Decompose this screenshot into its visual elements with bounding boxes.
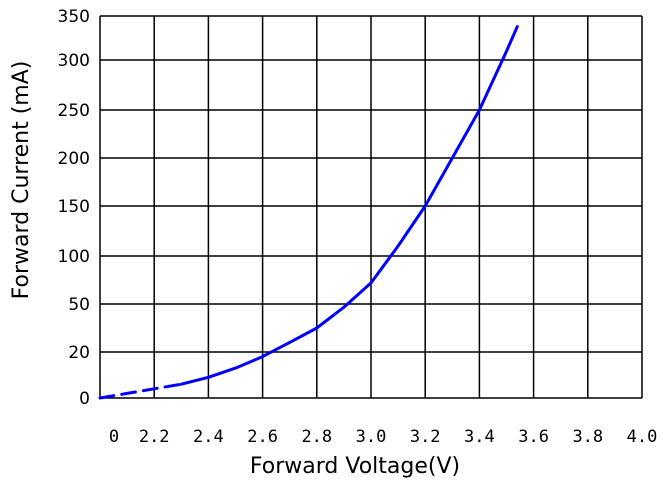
x-tick-label: 3.2	[410, 427, 441, 447]
y-tick-label: 300	[58, 51, 90, 71]
y-tick-label: 100	[58, 247, 90, 267]
y-tick-label: 200	[58, 149, 90, 169]
y-axis-title: Forward Current (mA)	[9, 61, 34, 300]
series-line	[179, 25, 519, 386]
x-tick-label: 0	[109, 427, 119, 447]
x-tick-label: 2.4	[193, 427, 224, 447]
y-tick-label: 250	[58, 101, 90, 121]
x-tick-label: 2.8	[301, 427, 332, 447]
x-tick-label: 2.6	[247, 427, 278, 447]
series-line-dashed-segment	[98, 382, 183, 400]
x-tick-label: 3.0	[356, 427, 387, 447]
x-tick-label: 3.6	[518, 427, 549, 447]
x-tick-label: 3.8	[572, 427, 603, 447]
x-tick-label: 2.2	[139, 427, 170, 447]
chart-grid	[99, 15, 643, 399]
x-tick-labels: 0 2.2 2.4 2.6 2.8 3.0 3.2 3.4 3.6 3.8 4.0	[109, 427, 657, 447]
y-tick-label: 20	[68, 343, 90, 363]
y-tick-labels: 0 20 50 100 150 200 250 300 350	[58, 7, 90, 409]
y-tick-label: 50	[68, 295, 90, 315]
chart-series-layer	[98, 25, 519, 400]
x-tick-label: 4.0	[627, 427, 658, 447]
x-tick-label: 3.4	[464, 427, 495, 447]
y-tick-label: 350	[58, 7, 90, 27]
x-axis-title: Forward Voltage(V)	[250, 454, 460, 479]
y-tick-label: 0	[79, 389, 90, 409]
y-tick-label: 150	[58, 197, 90, 217]
